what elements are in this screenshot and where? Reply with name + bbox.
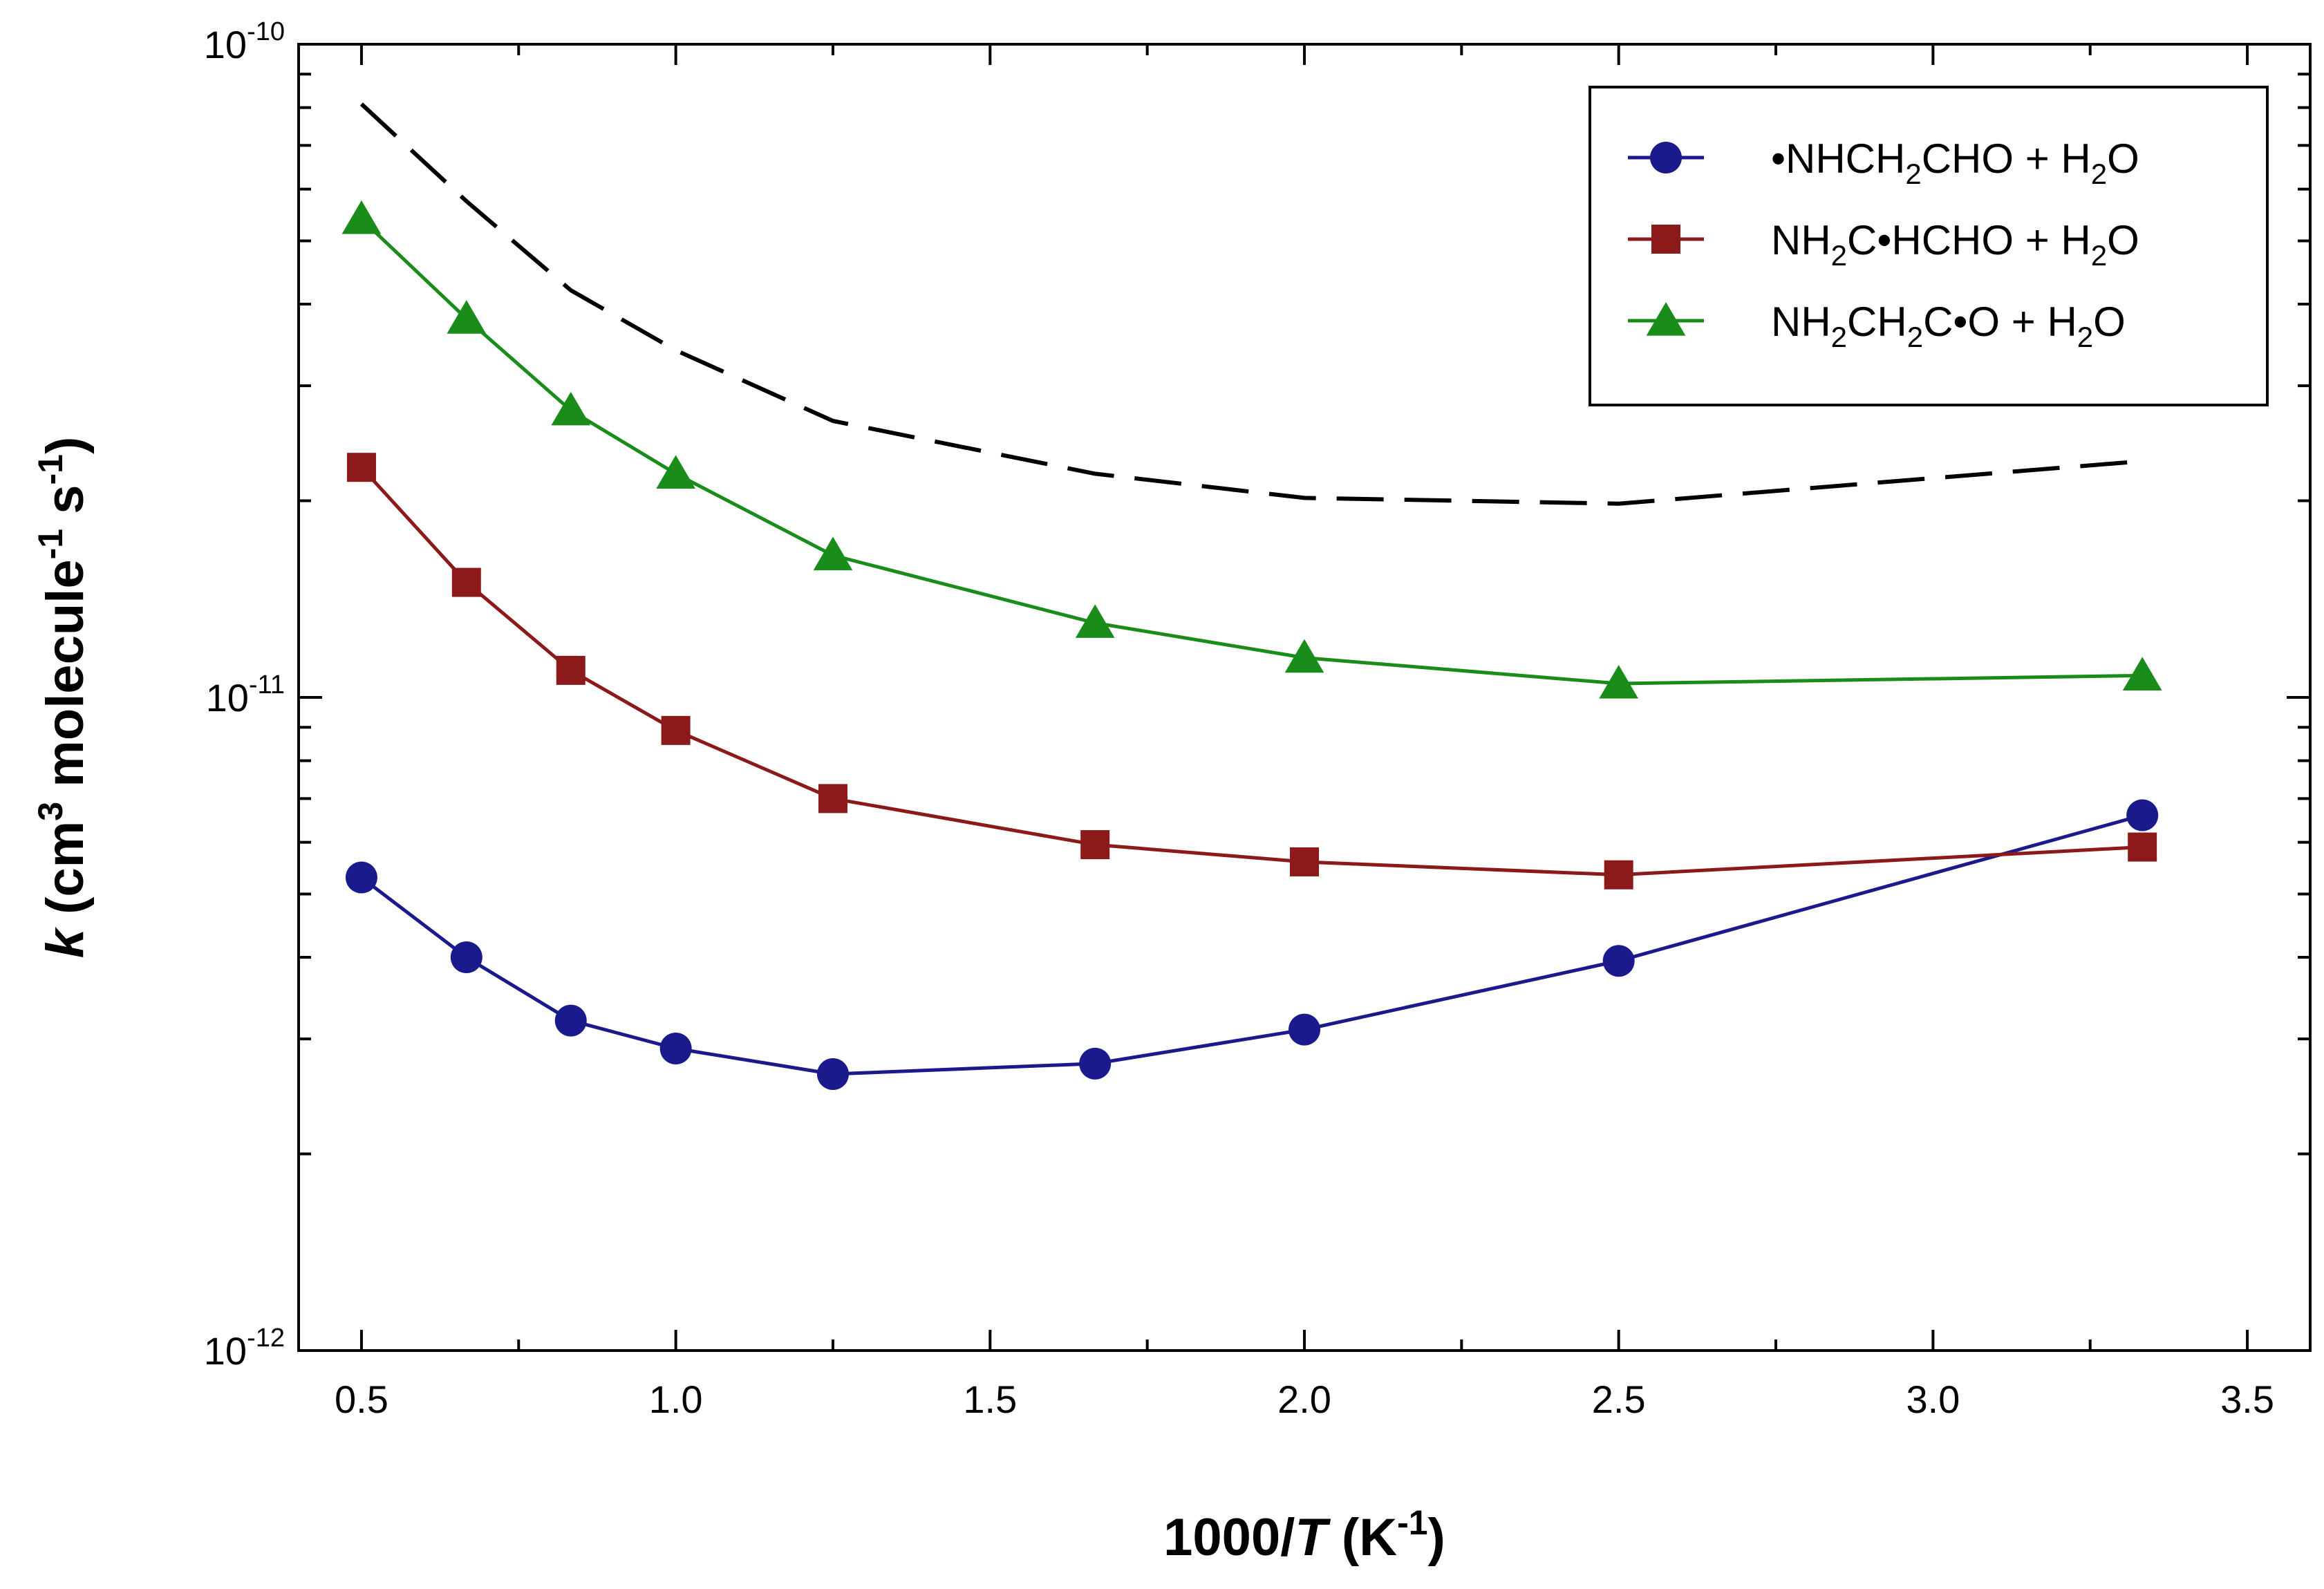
series-2 (341, 200, 2162, 699)
data-point (1290, 847, 1319, 876)
x-tick-label: 1.5 (963, 1378, 1017, 1421)
data-point (661, 715, 691, 745)
legend-marker (1651, 225, 1680, 254)
series-line (360, 814, 2143, 1076)
series-line (360, 466, 2143, 877)
minor-ticks (299, 44, 2310, 1351)
data-point (1284, 639, 1324, 673)
data-point (1602, 945, 1635, 977)
data-point (450, 941, 482, 974)
data-point (1075, 604, 1115, 638)
legend-marker (1646, 302, 1686, 336)
x-tick-label: 2.5 (1592, 1378, 1646, 1421)
data-point (451, 567, 481, 597)
legend-label: NH2CH2C•O + H2O (1771, 299, 2126, 353)
y-axis-title: k (cm3 molecule-1 s-1) (31, 437, 95, 959)
data-point (1288, 1013, 1320, 1046)
data-point (656, 455, 695, 489)
data-point (554, 1004, 587, 1037)
data-point (1079, 1047, 1112, 1080)
legend-label: •NHCH2CHO + H2O (1771, 135, 2139, 190)
x-tick-label: 2.0 (1277, 1378, 1331, 1421)
data-point (1599, 664, 1639, 699)
x-axis: 0.5 1.0 1.5 2.0 2.5 3.0 3.5 (335, 44, 2274, 1421)
series-3 (359, 102, 2143, 506)
data-point (447, 300, 487, 334)
data-point (2126, 799, 2159, 831)
y-tick-label: 10-11 (206, 670, 285, 720)
x-tick-label: 3.0 (1906, 1378, 1960, 1421)
series-layer (341, 102, 2162, 1091)
data-point (556, 655, 585, 685)
x-tick-label: 3.5 (2220, 1378, 2274, 1421)
legend: •NHCH2CHO + H2O NH2C•HCHO + H2O NH2CH2C•O … (1589, 86, 2269, 406)
legend-marker (1650, 142, 1682, 173)
data-point (2122, 657, 2162, 691)
data-point (816, 1058, 849, 1091)
y-tick-label: 10-10 (204, 17, 285, 66)
data-point (346, 453, 376, 482)
series-0 (345, 799, 2159, 1091)
data-point (1080, 830, 1110, 860)
data-point (813, 536, 853, 571)
x-tick-label: 0.5 (335, 1378, 388, 1421)
data-point (659, 1033, 692, 1065)
data-point (345, 861, 377, 894)
data-point (2128, 832, 2157, 862)
x-axis-title: 1000/T (K-1) (1163, 1503, 1445, 1567)
series-line (359, 102, 2143, 506)
legend-label: NH2C•HCHO + H2O (1771, 217, 2139, 272)
data-point (551, 391, 591, 426)
legend-box (1589, 86, 2269, 406)
data-point (341, 200, 382, 234)
y-tick-label: 10-12 (204, 1324, 285, 1373)
y-axis: 10-10 10-11 10-12 (204, 17, 2310, 1373)
x-tick-label: 1.0 (649, 1378, 703, 1421)
data-point (1604, 860, 1633, 890)
series-1 (346, 453, 2157, 890)
data-point (818, 784, 847, 814)
